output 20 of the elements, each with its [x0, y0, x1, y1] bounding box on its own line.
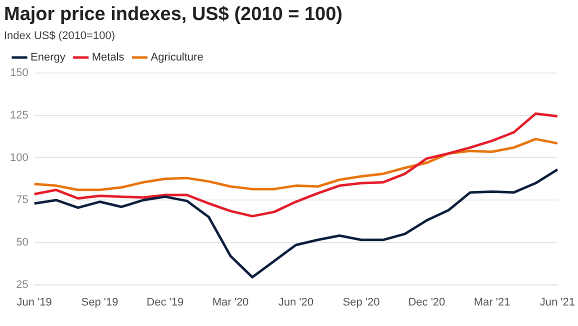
x-tick-label: Sep '20 [342, 296, 380, 308]
legend-label: Metals [92, 52, 125, 64]
x-tick-label: Jun '19 [16, 296, 52, 308]
x-tick-label: Jun '20 [278, 296, 314, 308]
x-tick-label: Dec '19 [146, 296, 184, 308]
y-tick-label: 50 [16, 236, 28, 248]
x-tick-label: Mar '20 [212, 296, 249, 308]
x-tick-label: Dec '20 [408, 296, 446, 308]
y-tick-label: 150 [10, 67, 28, 80]
legend-label: Agriculture [150, 52, 204, 64]
y-tick-label: 125 [10, 109, 28, 122]
x-tick-label: Jun '21 [540, 296, 576, 308]
legend-label: Energy [30, 52, 66, 64]
x-tick-label: Mar '21 [474, 296, 510, 308]
y-tick-label: 100 [10, 152, 28, 164]
y-tick-label: 25 [16, 278, 28, 291]
x-tick-label: Sep '19 [81, 296, 118, 308]
chart-title: Major price indexes, US$ (2010 = 100) [4, 4, 344, 26]
y-axis-title: Index US$ (2010=100) [4, 30, 116, 42]
y-tick-label: 75 [16, 194, 28, 206]
